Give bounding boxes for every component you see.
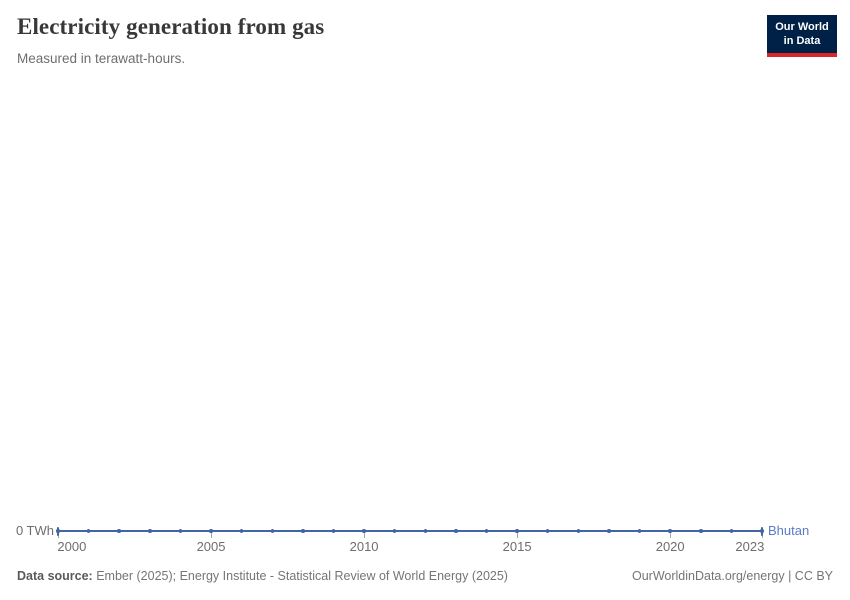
x-axis-tick bbox=[516, 532, 518, 538]
data-point-marker bbox=[301, 529, 305, 533]
data-point-marker bbox=[637, 529, 642, 533]
x-axis-tick-label: 2015 bbox=[502, 539, 532, 554]
x-axis-tick bbox=[210, 532, 212, 538]
owid-logo-line2: in Data bbox=[783, 35, 821, 47]
data-point-marker bbox=[423, 529, 428, 533]
data-point-marker bbox=[545, 529, 550, 533]
data-point-marker bbox=[454, 529, 458, 533]
data-point-marker bbox=[239, 529, 244, 533]
data-point-marker bbox=[576, 529, 581, 533]
x-axis-tick bbox=[669, 532, 671, 538]
page-title: Electricity generation from gas bbox=[17, 14, 325, 39]
series-entity-label[interactable]: Bhutan bbox=[768, 523, 810, 538]
data-source-text: Ember (2025); Energy Institute - Statist… bbox=[92, 569, 508, 583]
data-point-marker bbox=[699, 529, 703, 533]
data-point-marker bbox=[117, 529, 121, 533]
data-point-marker bbox=[209, 529, 213, 533]
chart-subtitle: Measured in terawatt-hours. bbox=[17, 51, 186, 66]
data-point-marker bbox=[331, 529, 336, 533]
series-line-bhutan bbox=[58, 530, 762, 532]
data-point-marker bbox=[178, 529, 183, 533]
x-axis-tick-label: 2023 bbox=[735, 539, 765, 554]
data-point-marker bbox=[668, 529, 672, 533]
data-point-marker bbox=[729, 529, 734, 533]
chart-footer: Data source: Ember (2025); Energy Instit… bbox=[17, 569, 833, 583]
owid-logo[interactable]: Our World in Data bbox=[767, 15, 837, 57]
owid-logo-line1: Our World bbox=[775, 20, 829, 33]
series-line-end-cap bbox=[761, 526, 763, 536]
x-axis-tick-label: 2005 bbox=[196, 539, 226, 554]
data-source-label: Data source: bbox=[17, 569, 93, 583]
data-point-marker bbox=[392, 529, 397, 533]
data-point-marker bbox=[362, 529, 366, 533]
data-point-marker bbox=[607, 529, 611, 533]
x-axis-tick bbox=[363, 532, 365, 538]
data-source-note: Data source: Ember (2025); Energy Instit… bbox=[17, 569, 508, 583]
x-axis-tick-label: 2020 bbox=[655, 539, 685, 554]
data-point-marker bbox=[86, 529, 91, 533]
x-axis-tick-label: 2000 bbox=[57, 539, 87, 554]
data-point-marker bbox=[515, 529, 519, 533]
data-point-marker bbox=[270, 529, 274, 533]
data-point-marker bbox=[148, 529, 152, 533]
chart-plot-area[interactable]: 2000 2005 2010 2015 2020 2023 0 TWh Bhutan bbox=[0, 80, 850, 560]
y-axis-zero-label: 0 TWh bbox=[15, 523, 54, 538]
series-line-start-cap bbox=[57, 526, 59, 536]
owid-url-link[interactable]: OurWorldinData.org/energy | CC BY bbox=[631, 569, 833, 583]
data-point-marker bbox=[484, 529, 489, 533]
x-axis-tick-label: 2010 bbox=[349, 539, 379, 554]
